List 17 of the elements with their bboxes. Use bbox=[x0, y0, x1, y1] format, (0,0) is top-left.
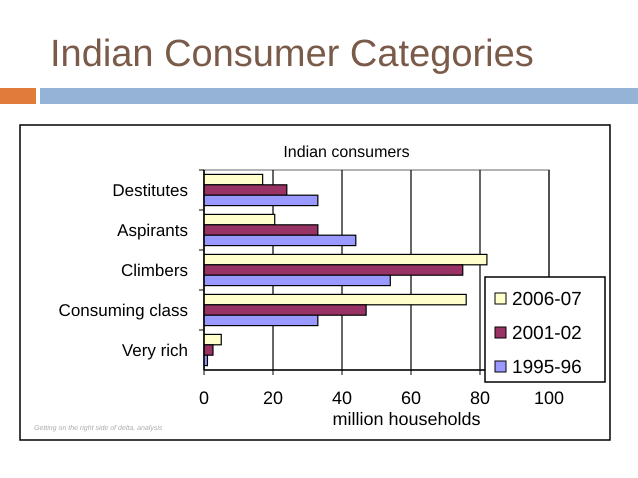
y-tick-label: Very rich bbox=[122, 341, 188, 360]
y-tick-label: Climbers bbox=[120, 261, 188, 280]
y-tick-label: Aspirants bbox=[117, 221, 188, 240]
chart-title: Indian Consumer Categories bbox=[50, 33, 534, 75]
y-tick-label: Destitutes bbox=[112, 181, 188, 200]
legend-label: 2001-02 bbox=[512, 323, 582, 344]
y-tick-label: Consuming class bbox=[58, 301, 188, 320]
x-tick-label: 80 bbox=[470, 388, 490, 408]
x-tick-label: 100 bbox=[534, 388, 564, 408]
x-tick-label: 40 bbox=[332, 388, 352, 408]
x-tick-label: 60 bbox=[400, 388, 422, 408]
legend-label: 2006-07 bbox=[512, 289, 582, 310]
x-tick-label: 20 bbox=[262, 388, 284, 408]
legend-label: 1995-96 bbox=[512, 357, 582, 378]
x-tick-label: 0 bbox=[198, 388, 210, 408]
chart-subtitle: Indian consumers bbox=[283, 144, 410, 161]
x-axis-title: million households bbox=[332, 409, 481, 429]
